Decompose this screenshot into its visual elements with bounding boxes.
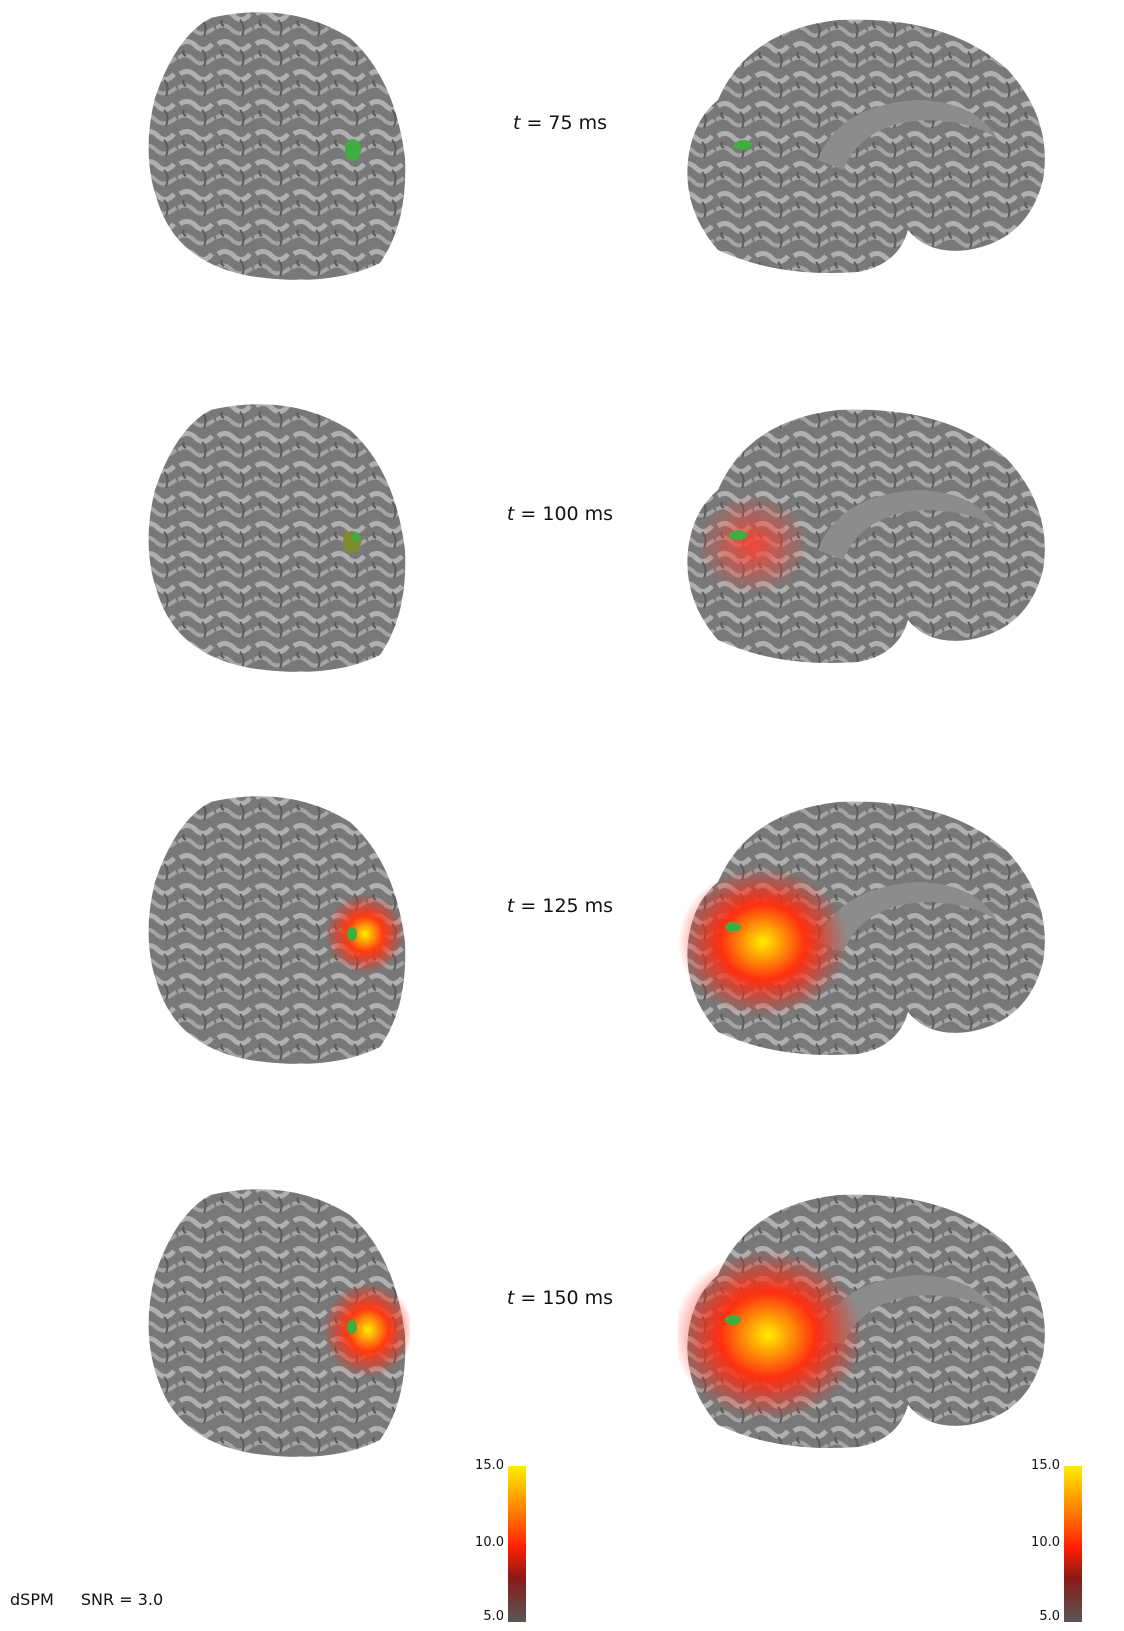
brain-lateral-view-1 — [148, 12, 406, 280]
colorbar-right-mid: 10.0 — [1031, 1535, 1060, 1550]
brain-medial-view-1 — [687, 19, 1045, 274]
brain-lateral-view-2 — [148, 404, 406, 672]
brain-lateral-view-3 — [148, 796, 406, 1064]
colorbar-left-max: 15.0 — [475, 1458, 504, 1473]
brain-medial-view-2 — [687, 409, 1045, 664]
colorbar-left-gradient — [508, 1466, 526, 1622]
colorbar-left-min: 5.0 — [483, 1609, 504, 1624]
colorbar-right-min: 5.0 — [1039, 1609, 1060, 1624]
colorbar-right-gradient — [1064, 1466, 1082, 1622]
footer-info: dSPM SNR = 3.0 — [10, 1590, 185, 1609]
time-label-100: t = 100 ms — [506, 503, 614, 525]
method-label: dSPM — [10, 1590, 54, 1609]
time-label-125: t = 125 ms — [506, 895, 614, 917]
brain-medial-view-3 — [678, 801, 1045, 1056]
brain-lateral-view-4 — [148, 1189, 410, 1457]
colorbar-right-max: 15.0 — [1031, 1458, 1060, 1473]
time-label-75: t = 75 ms — [512, 112, 608, 134]
colorbar-left: 15.0 10.0 5.0 — [468, 1458, 538, 1628]
brain-medial-view-4 — [678, 1194, 1045, 1449]
time-label-150: t = 150 ms — [506, 1287, 614, 1309]
colorbar-right: 15.0 10.0 5.0 — [1024, 1458, 1114, 1628]
snr-label: SNR = 3.0 — [80, 1590, 164, 1609]
colorbar-left-mid: 10.0 — [475, 1535, 504, 1550]
